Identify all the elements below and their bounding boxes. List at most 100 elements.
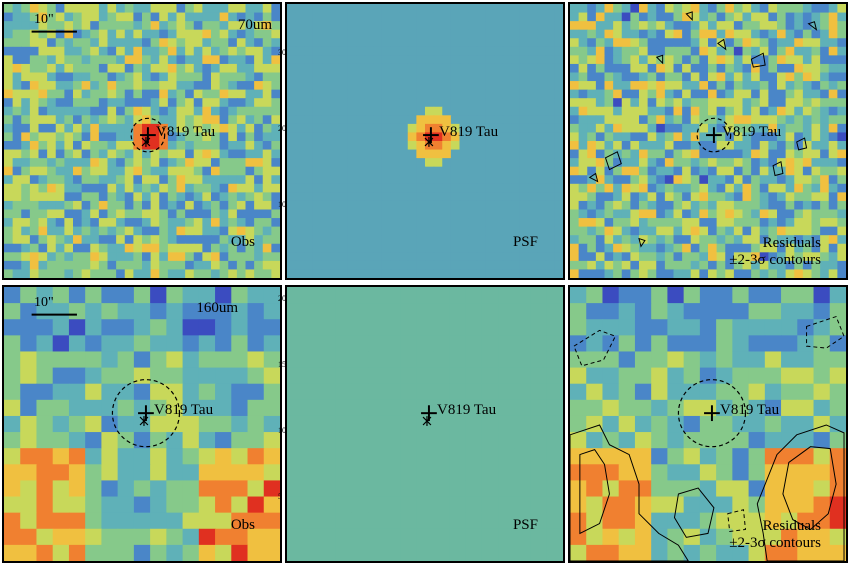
map-pixel [708, 81, 718, 91]
map-pixel [373, 175, 383, 185]
map-pixel [68, 319, 86, 336]
map-pixel [330, 141, 340, 151]
map-pixel [751, 158, 761, 168]
map-pixel [124, 218, 134, 228]
map-pixel [368, 399, 385, 417]
map-pixel [802, 175, 813, 185]
map-pixel [716, 448, 733, 465]
map-pixel [12, 72, 22, 82]
map-pixel [732, 415, 750, 433]
map-pixel [407, 132, 417, 142]
map-pixel [81, 98, 91, 108]
map-pixel [742, 29, 752, 39]
map-pixel [407, 123, 417, 134]
map-pixel [228, 115, 238, 125]
map-pixel [38, 192, 48, 202]
map-pixel [699, 38, 709, 48]
map-pixel [381, 89, 392, 99]
map-pixel [185, 200, 195, 211]
map-pixel [390, 175, 400, 185]
map-pixel [211, 158, 221, 168]
map-pixel [829, 464, 846, 481]
map-pixel [498, 399, 515, 417]
map-pixel [312, 158, 323, 168]
map-pixel [494, 235, 504, 245]
map-pixel [450, 89, 461, 99]
map-pixel [716, 303, 733, 320]
map-pixel [468, 63, 478, 74]
map-pixel [98, 46, 109, 56]
map-pixel [777, 106, 787, 116]
map-pixel [554, 269, 563, 278]
map-pixel [287, 132, 297, 142]
map-pixel [647, 115, 657, 125]
map-pixel [304, 218, 314, 228]
map-pixel [29, 141, 40, 151]
map-pixel [263, 383, 280, 401]
map-pixel [829, 415, 846, 433]
map-pixel [450, 4, 461, 14]
map-pixel [330, 226, 340, 236]
map-pixel [81, 132, 91, 142]
map-pixel [338, 132, 348, 142]
map-pixel [176, 106, 186, 116]
map-pixel [142, 218, 152, 228]
map-pixel [639, 226, 649, 236]
map-pixel [101, 415, 119, 433]
map-pixel [450, 123, 461, 134]
map-pixel [295, 226, 305, 236]
map-pixel [228, 29, 238, 39]
map-pixel [613, 81, 623, 91]
map-pixel [254, 243, 264, 253]
map-pixel [682, 115, 692, 125]
map-pixel [373, 200, 383, 211]
map-pixel [630, 158, 640, 168]
map-pixel [519, 98, 530, 108]
map-pixel [613, 226, 623, 236]
map-pixel [416, 4, 426, 14]
map-pixel [368, 383, 385, 401]
map-pixel [364, 192, 374, 202]
map-pixel [303, 303, 321, 320]
map-pixel [219, 46, 229, 56]
map-pixel [759, 123, 769, 134]
map-pixel [502, 141, 512, 151]
map-pixel [245, 192, 255, 202]
map-pixel [167, 175, 178, 185]
map-pixel [85, 480, 102, 498]
map-pixel [699, 415, 717, 433]
map-pixel [618, 287, 636, 304]
map-pixel [476, 200, 486, 211]
map-pixel [528, 149, 538, 159]
map-pixel [182, 351, 200, 369]
map-pixel [519, 252, 530, 262]
map-pixel [304, 12, 314, 22]
map-pixel [683, 432, 701, 449]
map-pixel [433, 512, 450, 530]
map-pixel [29, 166, 40, 176]
map-pixel [732, 496, 750, 514]
map-pixel [133, 192, 143, 202]
map-pixel [530, 432, 548, 449]
map-pixel [330, 46, 340, 56]
map-pixel [651, 528, 668, 546]
map-pixel [133, 512, 151, 530]
map-pixel [546, 399, 563, 417]
map-pixel [287, 115, 297, 125]
map-pixel [595, 269, 606, 278]
map-pixel [356, 12, 366, 22]
map-pixel [468, 98, 478, 108]
map-pixel [621, 98, 631, 108]
map-pixel [777, 63, 787, 74]
map-pixel [219, 21, 229, 31]
map-pixel [330, 4, 340, 14]
map-pixel [368, 367, 385, 385]
map-pixel [247, 399, 265, 417]
map-pixel [621, 209, 631, 219]
map-pixel [150, 29, 160, 39]
map-pixel [546, 432, 563, 449]
map-pixel [604, 175, 614, 185]
map-pixel [338, 21, 348, 31]
map-pixel [630, 29, 640, 39]
map-pixel [748, 448, 766, 465]
